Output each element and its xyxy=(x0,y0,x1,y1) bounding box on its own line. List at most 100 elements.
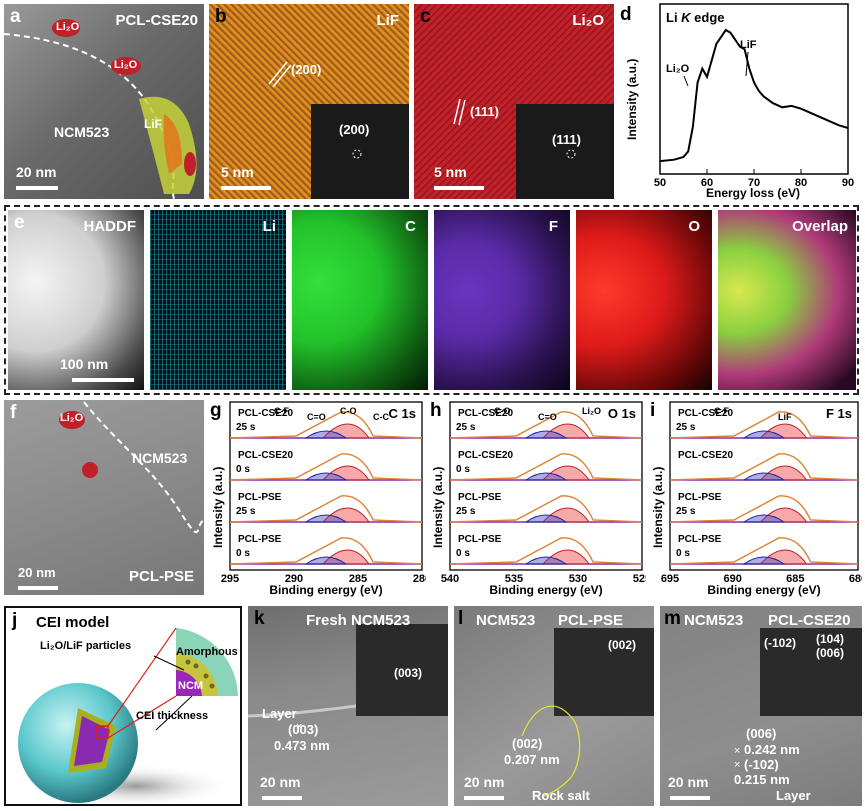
panel-c-scale-label: 5 nm xyxy=(434,164,467,180)
panel-e-letter: e xyxy=(14,212,25,233)
xps-i-peak xyxy=(742,472,786,481)
panel-l-d-spacing: 0.207 nm xyxy=(504,752,560,767)
xps-i-row-sample: PCL-PSE xyxy=(678,492,722,503)
xps-i-peak xyxy=(759,549,808,565)
panel-b-scale-label: 5 nm xyxy=(221,164,254,180)
panel-m-title-2: PCL-CSE20 xyxy=(768,612,851,629)
xps-h-row-time: 0 s xyxy=(456,464,470,475)
panel-l-title-1: NCM523 xyxy=(476,612,536,629)
chart-d-xtick-label: 90 xyxy=(842,177,854,189)
xps-i-xtick-label: 695 xyxy=(661,573,679,585)
panel-f-scalebar xyxy=(18,586,58,590)
panel-b-inset-plane: (200) xyxy=(339,122,370,137)
panel-a-overlay xyxy=(4,19,197,199)
chart-d-annotation-li2o: Li₂O xyxy=(666,63,690,75)
xps-g-row-time: 25 s xyxy=(236,506,256,517)
panel-j-thickness-label: CEI thickness xyxy=(136,710,209,722)
xps-i-xlabel: Binding energy (eV) xyxy=(707,583,820,597)
xps-g-row-sample: PCL-CSE20 xyxy=(238,450,293,461)
panel-m-hrtem: × × m NCM523 PCL-CSE20 (-102) (104) (006… xyxy=(660,606,862,806)
panel-f-letter: f xyxy=(10,402,17,423)
xps-i-envelope xyxy=(669,537,859,565)
xps-h-peak xyxy=(524,472,568,481)
chart-d-xtick-label: 80 xyxy=(795,177,807,189)
panel-e-scale-label: 100 nm xyxy=(60,356,109,372)
chart-d-arrow-li2o xyxy=(683,75,689,87)
panel-j-amorphous-label: Amorphous xyxy=(176,646,238,658)
panel-l-scalebar xyxy=(464,796,504,800)
xps-g-peak xyxy=(304,430,348,439)
xps-i-peak xyxy=(759,423,808,439)
xps-g-xtick-label: 285 xyxy=(349,573,367,585)
xps-i-peak-label: LiF xyxy=(778,412,792,422)
xps-h-peak xyxy=(541,507,591,523)
panel-c-letter: c xyxy=(420,6,431,27)
xps-g-frame xyxy=(229,401,423,571)
xps-i-ylabel: Intensity (a.u.) xyxy=(651,467,665,548)
xps-i-envelope xyxy=(669,411,859,439)
xps-g-envelope xyxy=(229,411,423,439)
svg-text:×: × xyxy=(734,759,740,771)
xps-g-peak-label: C-F xyxy=(274,406,289,416)
panel-k-d-spacing: 0.473 nm xyxy=(274,738,330,753)
xps-i-xtick-label: 680 xyxy=(849,573,862,585)
xps-g-row-sample: PCL-PSE xyxy=(238,492,282,503)
xps-panel-g-c1s: g Intensity (a.u.) Binding energy (eV) C 1s… xyxy=(210,400,426,597)
xps-g-peak-label: C-O xyxy=(340,406,357,416)
xps-h-title: O 1s xyxy=(608,406,636,421)
xps-g-peak xyxy=(321,423,371,439)
chart-d-annotation-lif: LiF xyxy=(740,39,757,51)
panel-f-tem-image: f Li₂O NCM523 PCL-PSE 20 nm xyxy=(4,400,204,595)
xps-i-peak xyxy=(759,465,808,481)
xps-i-row-time: 25 s xyxy=(676,506,696,517)
xps-g-letter: g xyxy=(210,400,222,421)
xps-h-xtick-label: 540 xyxy=(441,573,459,585)
xps-h-xtick-label: 530 xyxy=(569,573,587,585)
xps-g-peak-label: C-C xyxy=(373,412,389,422)
panel-k-hrtem: × k Fresh NCM523 (003) Layer (003) 0.473… xyxy=(248,606,448,806)
xps-g-title: C 1s xyxy=(389,406,416,421)
panel-k-scale-label: 20 nm xyxy=(260,774,301,790)
panel-f-li2o-label: Li₂O xyxy=(60,412,84,424)
xps-h-xlabel: Binding energy (eV) xyxy=(489,583,602,597)
panel-b-overlay xyxy=(268,61,409,199)
xps-h-xtick-label: 535 xyxy=(505,573,523,585)
xps-h-envelope xyxy=(449,537,643,565)
panel-m-letter: m xyxy=(664,608,681,629)
panel-a-scale-label: 20 nm xyxy=(16,164,57,180)
panel-e-scalebar xyxy=(72,378,134,382)
li-k-edge-chart: d Li K edge Intensity (a.u.) Energy loss… xyxy=(620,3,854,200)
xps-h-peak xyxy=(524,430,568,439)
xps-h-peak xyxy=(541,465,591,481)
xps-g-peak-label: C=O xyxy=(307,412,326,422)
panel-j-ncm-label: NCM xyxy=(178,680,204,692)
xps-g-row-time: 0 s xyxy=(236,464,250,475)
panel-f-overlay xyxy=(59,401,204,534)
map-o-label: O xyxy=(688,218,700,235)
chart-d-xtick-label: 70 xyxy=(748,177,760,189)
panel-k-layer-label: Layer xyxy=(262,706,297,721)
elemental-mapping-box xyxy=(4,205,859,395)
panel-j-letter: j xyxy=(12,610,18,631)
xps-g-xtick-label: 290 xyxy=(285,573,303,585)
chart-d-ylabel: Intensity (a.u.) xyxy=(625,59,639,140)
xps-g-xlabel: Binding energy (eV) xyxy=(269,583,382,597)
xps-i-row-sample: PCL-CSE20 xyxy=(678,450,733,461)
xps-i-row-sample: PCL-PSE xyxy=(678,534,722,545)
xps-g-peak xyxy=(321,507,371,523)
xps-i-xtick-label: 690 xyxy=(723,573,741,585)
xps-h-envelope xyxy=(449,495,643,523)
panel-b-title: LiF xyxy=(376,12,400,29)
panel-c-overlay xyxy=(453,98,614,199)
map-c: C xyxy=(292,210,428,390)
panel-m-title-1: NCM523 xyxy=(684,612,744,629)
panel-m-d-spacing-2: 0.215 nm xyxy=(734,772,790,787)
panel-l-inset-plane: (002) xyxy=(608,638,637,652)
panel-l-overlay xyxy=(521,628,654,797)
xps-g-row-sample: PCL-PSE xyxy=(238,534,282,545)
chart-d-arrow-lif xyxy=(745,51,749,77)
panel-k-title: Fresh NCM523 xyxy=(306,612,411,629)
xps-h-letter: h xyxy=(430,400,442,421)
xps-h-peak-label: C-O xyxy=(494,406,511,416)
panel-m-scalebar xyxy=(670,796,710,800)
